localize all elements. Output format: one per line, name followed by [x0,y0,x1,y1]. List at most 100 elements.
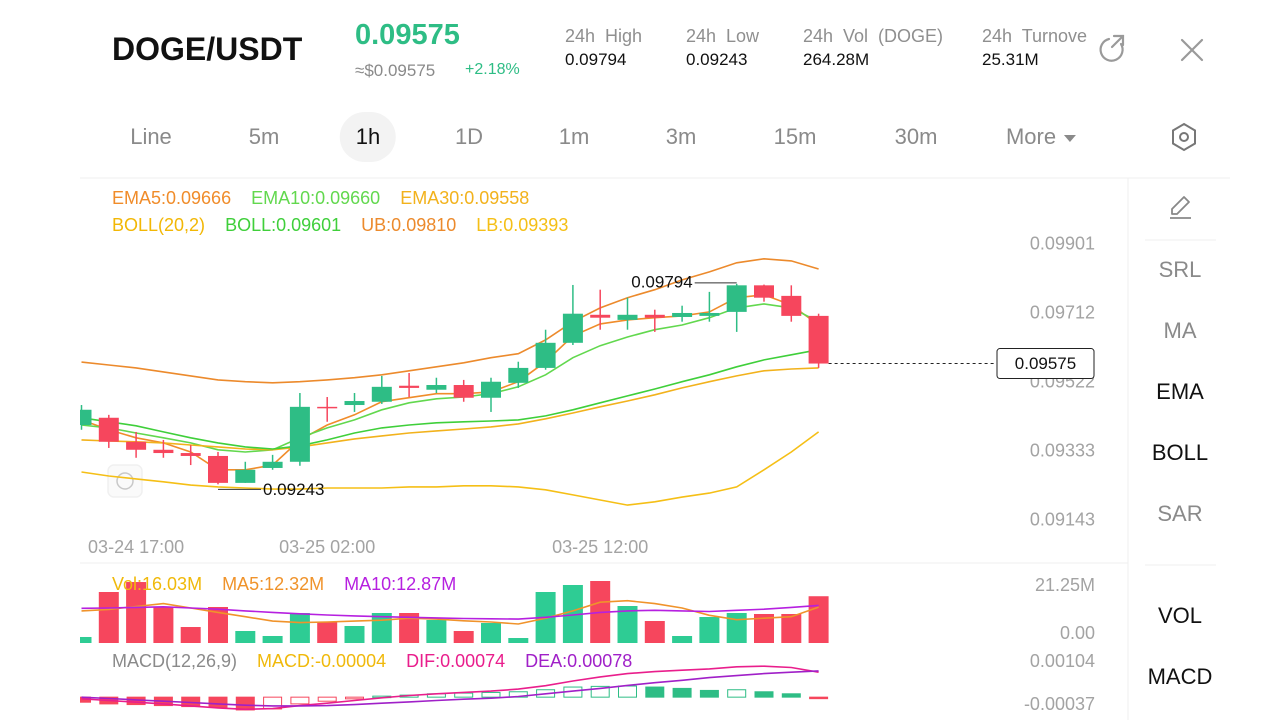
indicator-toggle[interactable]: VOL [1158,603,1202,628]
volume-bar [726,613,747,643]
volume-bar [399,613,420,643]
tab-label: 3m [665,124,697,149]
indicator-toggle[interactable]: MACD [1148,664,1213,689]
tab-label: 1h [355,124,381,149]
volume-bar [262,635,283,643]
legend-entry: UB:0.09810 [361,215,456,235]
volume-bar [699,617,720,643]
indicator-line [81,367,819,451]
volume-bar [317,621,338,643]
interval-tab[interactable]: 1D [439,112,499,162]
macd-bar [618,685,637,698]
indicator-line [81,670,819,707]
interval-tab[interactable]: 3m [650,112,713,162]
volume-bar [453,631,474,643]
indicator-toggle[interactable]: EMA [1156,379,1204,404]
draw-icon[interactable] [1170,196,1191,219]
legend-entry: BOLL(20,2) [112,215,205,235]
stat: 24h Turnover 25.31M [982,27,1087,68]
macd-bar [672,687,692,698]
legend-entry: DEA:0.00078 [525,651,632,671]
legend-entry: Vol:16.03M [112,574,202,594]
macd-bar [754,691,774,698]
indicator-toggle[interactable]: SAR [1157,501,1202,526]
candle-body [590,314,611,318]
indicator-toggle[interactable]: BOLL [1152,440,1208,465]
indicator-line [81,257,819,384]
tab-label: Line [130,124,172,149]
share-icon[interactable] [1099,34,1125,62]
candle-body [754,285,774,298]
tab-label: 5m [248,124,280,149]
macd-bar [590,685,610,698]
close-icon[interactable] [1180,38,1204,62]
macd-bar [345,696,364,700]
x-tick-label: 03-25 02:00 [279,537,375,557]
y-tick-label: -0.00037 [1024,694,1095,714]
settings-icon[interactable] [1172,122,1196,152]
candle-body [289,406,310,462]
x-tick-label: 03-25 12:00 [552,537,648,557]
volume-bar [289,613,310,643]
candle-body [699,312,720,316]
candle-body [426,385,447,390]
interval-tab[interactable]: Line [114,112,188,162]
legend-entry: EMA30:0.09558 [400,188,529,208]
candle-body [481,381,501,398]
volume-bar [126,582,147,643]
candle-body [235,469,256,483]
dropdown-caret [1064,134,1077,142]
y-tick-label: 0.00104 [1030,651,1095,671]
tab-label: 15m [773,124,817,149]
indicator-line [81,348,819,450]
interval-tab[interactable]: More [990,112,1092,162]
volume-bar [235,631,256,643]
legend-entry: MA10:12.87M [344,574,456,594]
volume-bar [98,591,119,643]
interval-tab[interactable]: 1m [543,112,606,162]
candle-body [808,315,829,364]
macd-bar [454,692,474,698]
volume-bar [562,584,583,643]
candle-body [453,385,474,398]
stat: 24h Vol (DOGE) 264.28M [803,27,973,68]
stat: 24h Low 0.09243 [686,27,796,68]
pair-title: DOGE/USDT [112,31,303,67]
macd-bar [809,696,829,700]
macd-bar [699,689,719,698]
indicator-toggle[interactable]: MA [1164,318,1197,343]
indicator-line [81,665,819,711]
tab-label: 1D [454,124,484,149]
interval-tab[interactable]: 15m [758,112,833,162]
candle-body [535,342,556,368]
interval-tab[interactable]: 5m [233,112,296,162]
volume-bar [617,606,638,643]
stat-value: 264.28M [803,50,870,68]
volume-bar [208,606,228,643]
macd-bar [727,689,747,698]
indicator-line [81,604,819,620]
stat-label: 24h Turnover [982,27,1087,46]
interval-tab[interactable]: 1h [339,112,397,162]
stat-label: 24h High [565,27,643,46]
candle-body [672,312,693,317]
legend-entry: MACD(12,26,9) [112,651,237,671]
candle-body [208,455,228,483]
indicator-toggle[interactable]: SRL [1159,257,1202,282]
tab-label: 30m [894,124,938,149]
volume-bar [153,606,174,643]
volume-bar [180,627,201,643]
candle-body [371,386,392,402]
volume-bar [672,635,693,643]
volume-bar [481,623,501,643]
candle-body [644,314,665,318]
stat-value: 0.09794 [565,50,627,68]
candle-body [562,313,583,343]
interval-tab[interactable]: 30m [879,112,954,162]
price-change: +2.18% [465,61,520,78]
volume-bar [754,613,774,643]
candle-body [617,314,638,320]
stat-label: 24h Vol (DOGE) [803,27,944,46]
volume-bar [508,638,529,643]
